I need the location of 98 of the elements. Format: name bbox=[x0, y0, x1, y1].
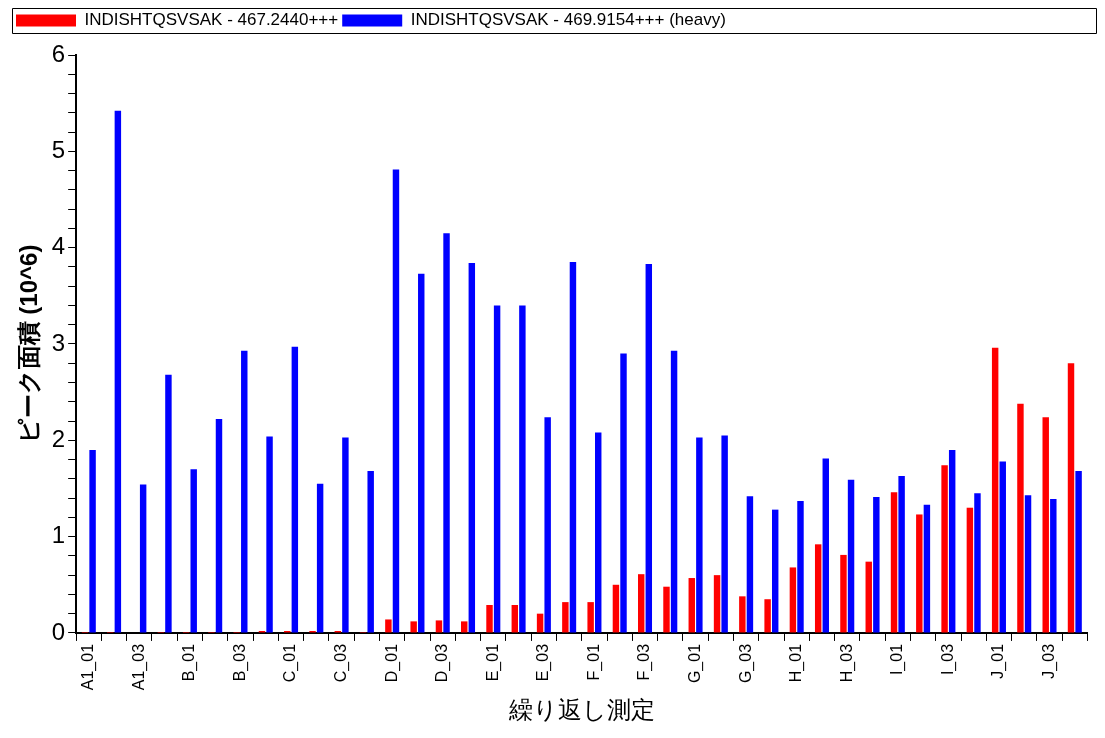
x-tick-label: H_03 bbox=[837, 643, 856, 683]
bar bbox=[519, 305, 526, 633]
bar bbox=[966, 507, 974, 633]
x-tick-label: G_03 bbox=[736, 643, 755, 684]
y-tick-label: 1 bbox=[51, 521, 66, 549]
bar bbox=[595, 432, 602, 633]
bar bbox=[974, 493, 981, 633]
bar bbox=[1017, 403, 1024, 633]
y-axis-title: ピーク面積 (10^6) bbox=[15, 244, 43, 444]
legend-label: INDISHTQSVSAK - 469.9154+++ (heavy) bbox=[410, 10, 726, 30]
y-tick-label: 5 bbox=[51, 135, 66, 163]
bar bbox=[190, 469, 197, 633]
bar bbox=[486, 605, 493, 633]
bar bbox=[435, 620, 443, 633]
x-tick-label: J_01 bbox=[989, 643, 1008, 679]
bar bbox=[916, 514, 923, 633]
x-tick-label: C_01 bbox=[281, 643, 300, 683]
bar bbox=[587, 602, 594, 633]
bar bbox=[637, 574, 645, 633]
bar bbox=[814, 544, 822, 633]
bar bbox=[840, 554, 847, 633]
bar bbox=[645, 264, 653, 633]
bar bbox=[316, 483, 324, 633]
bar bbox=[999, 461, 1006, 633]
bar bbox=[493, 305, 501, 633]
bar bbox=[291, 346, 299, 633]
bar bbox=[739, 596, 746, 633]
y-tick-label: 4 bbox=[51, 232, 66, 260]
bar bbox=[468, 263, 476, 633]
bar bbox=[890, 492, 898, 633]
bar bbox=[771, 509, 779, 633]
bar bbox=[544, 417, 551, 633]
x-tick-label: I_03 bbox=[938, 643, 957, 676]
x-tick-label: C_03 bbox=[332, 643, 351, 683]
bar bbox=[385, 619, 392, 633]
x-tick-label: E_03 bbox=[534, 643, 553, 682]
bar bbox=[941, 465, 948, 633]
bar bbox=[241, 350, 248, 633]
x-axis-title: 繰り返し測定 bbox=[507, 696, 655, 724]
bar bbox=[1075, 471, 1082, 633]
bar bbox=[511, 605, 519, 633]
bar bbox=[873, 497, 880, 633]
x-tick-label: F_01 bbox=[584, 643, 603, 681]
x-tick-label: B_03 bbox=[230, 643, 249, 682]
y-tick-label: 2 bbox=[51, 424, 66, 452]
bar bbox=[1050, 499, 1057, 633]
bar bbox=[746, 496, 754, 633]
x-tick-label: E_01 bbox=[483, 643, 502, 682]
y-tick-label: 3 bbox=[51, 328, 66, 356]
bar bbox=[89, 449, 96, 633]
x-tick-label: I_01 bbox=[888, 643, 907, 676]
bar bbox=[764, 599, 771, 633]
bar bbox=[342, 437, 349, 633]
x-tick-label: G_01 bbox=[685, 643, 704, 684]
y-tick-label: 6 bbox=[51, 39, 66, 67]
bar bbox=[1024, 495, 1032, 633]
bar bbox=[562, 602, 569, 633]
x-tick-label: J_03 bbox=[1039, 643, 1058, 679]
bar bbox=[898, 475, 905, 633]
x-tick-label: B_01 bbox=[180, 643, 199, 682]
x-tick-label: F_03 bbox=[635, 643, 654, 681]
bar bbox=[165, 374, 172, 633]
bar bbox=[461, 621, 468, 633]
bar bbox=[663, 586, 670, 633]
bar bbox=[418, 273, 425, 633]
bar bbox=[367, 471, 374, 633]
bar bbox=[847, 479, 855, 633]
bar bbox=[923, 504, 931, 633]
x-tick-label: H_01 bbox=[787, 643, 806, 683]
bar bbox=[865, 561, 872, 633]
bar bbox=[139, 484, 147, 633]
bar bbox=[822, 458, 829, 633]
bar bbox=[443, 233, 450, 633]
bar bbox=[266, 436, 273, 633]
bar bbox=[569, 262, 577, 633]
x-tick-label: A1_01 bbox=[79, 643, 98, 691]
x-tick-label: A1_03 bbox=[129, 643, 148, 691]
bar bbox=[1042, 417, 1049, 633]
bar bbox=[114, 110, 122, 633]
bar bbox=[410, 621, 417, 633]
bar bbox=[612, 584, 620, 633]
bar bbox=[696, 437, 703, 633]
bar bbox=[215, 419, 223, 633]
x-tick-label: D_01 bbox=[382, 643, 401, 683]
legend-label: INDISHTQSVSAK - 467.2440+++ bbox=[84, 10, 339, 30]
bar bbox=[948, 449, 956, 633]
bar bbox=[789, 567, 797, 633]
bar bbox=[1067, 363, 1075, 633]
bar bbox=[991, 347, 999, 633]
y-tick-label: 0 bbox=[51, 617, 66, 645]
bar bbox=[392, 169, 400, 633]
bar bbox=[670, 350, 678, 633]
bar bbox=[620, 353, 627, 633]
bar bbox=[721, 435, 728, 633]
bar bbox=[713, 575, 721, 633]
bar bbox=[688, 578, 695, 633]
bar bbox=[797, 500, 804, 633]
x-tick-label: D_03 bbox=[433, 643, 452, 683]
